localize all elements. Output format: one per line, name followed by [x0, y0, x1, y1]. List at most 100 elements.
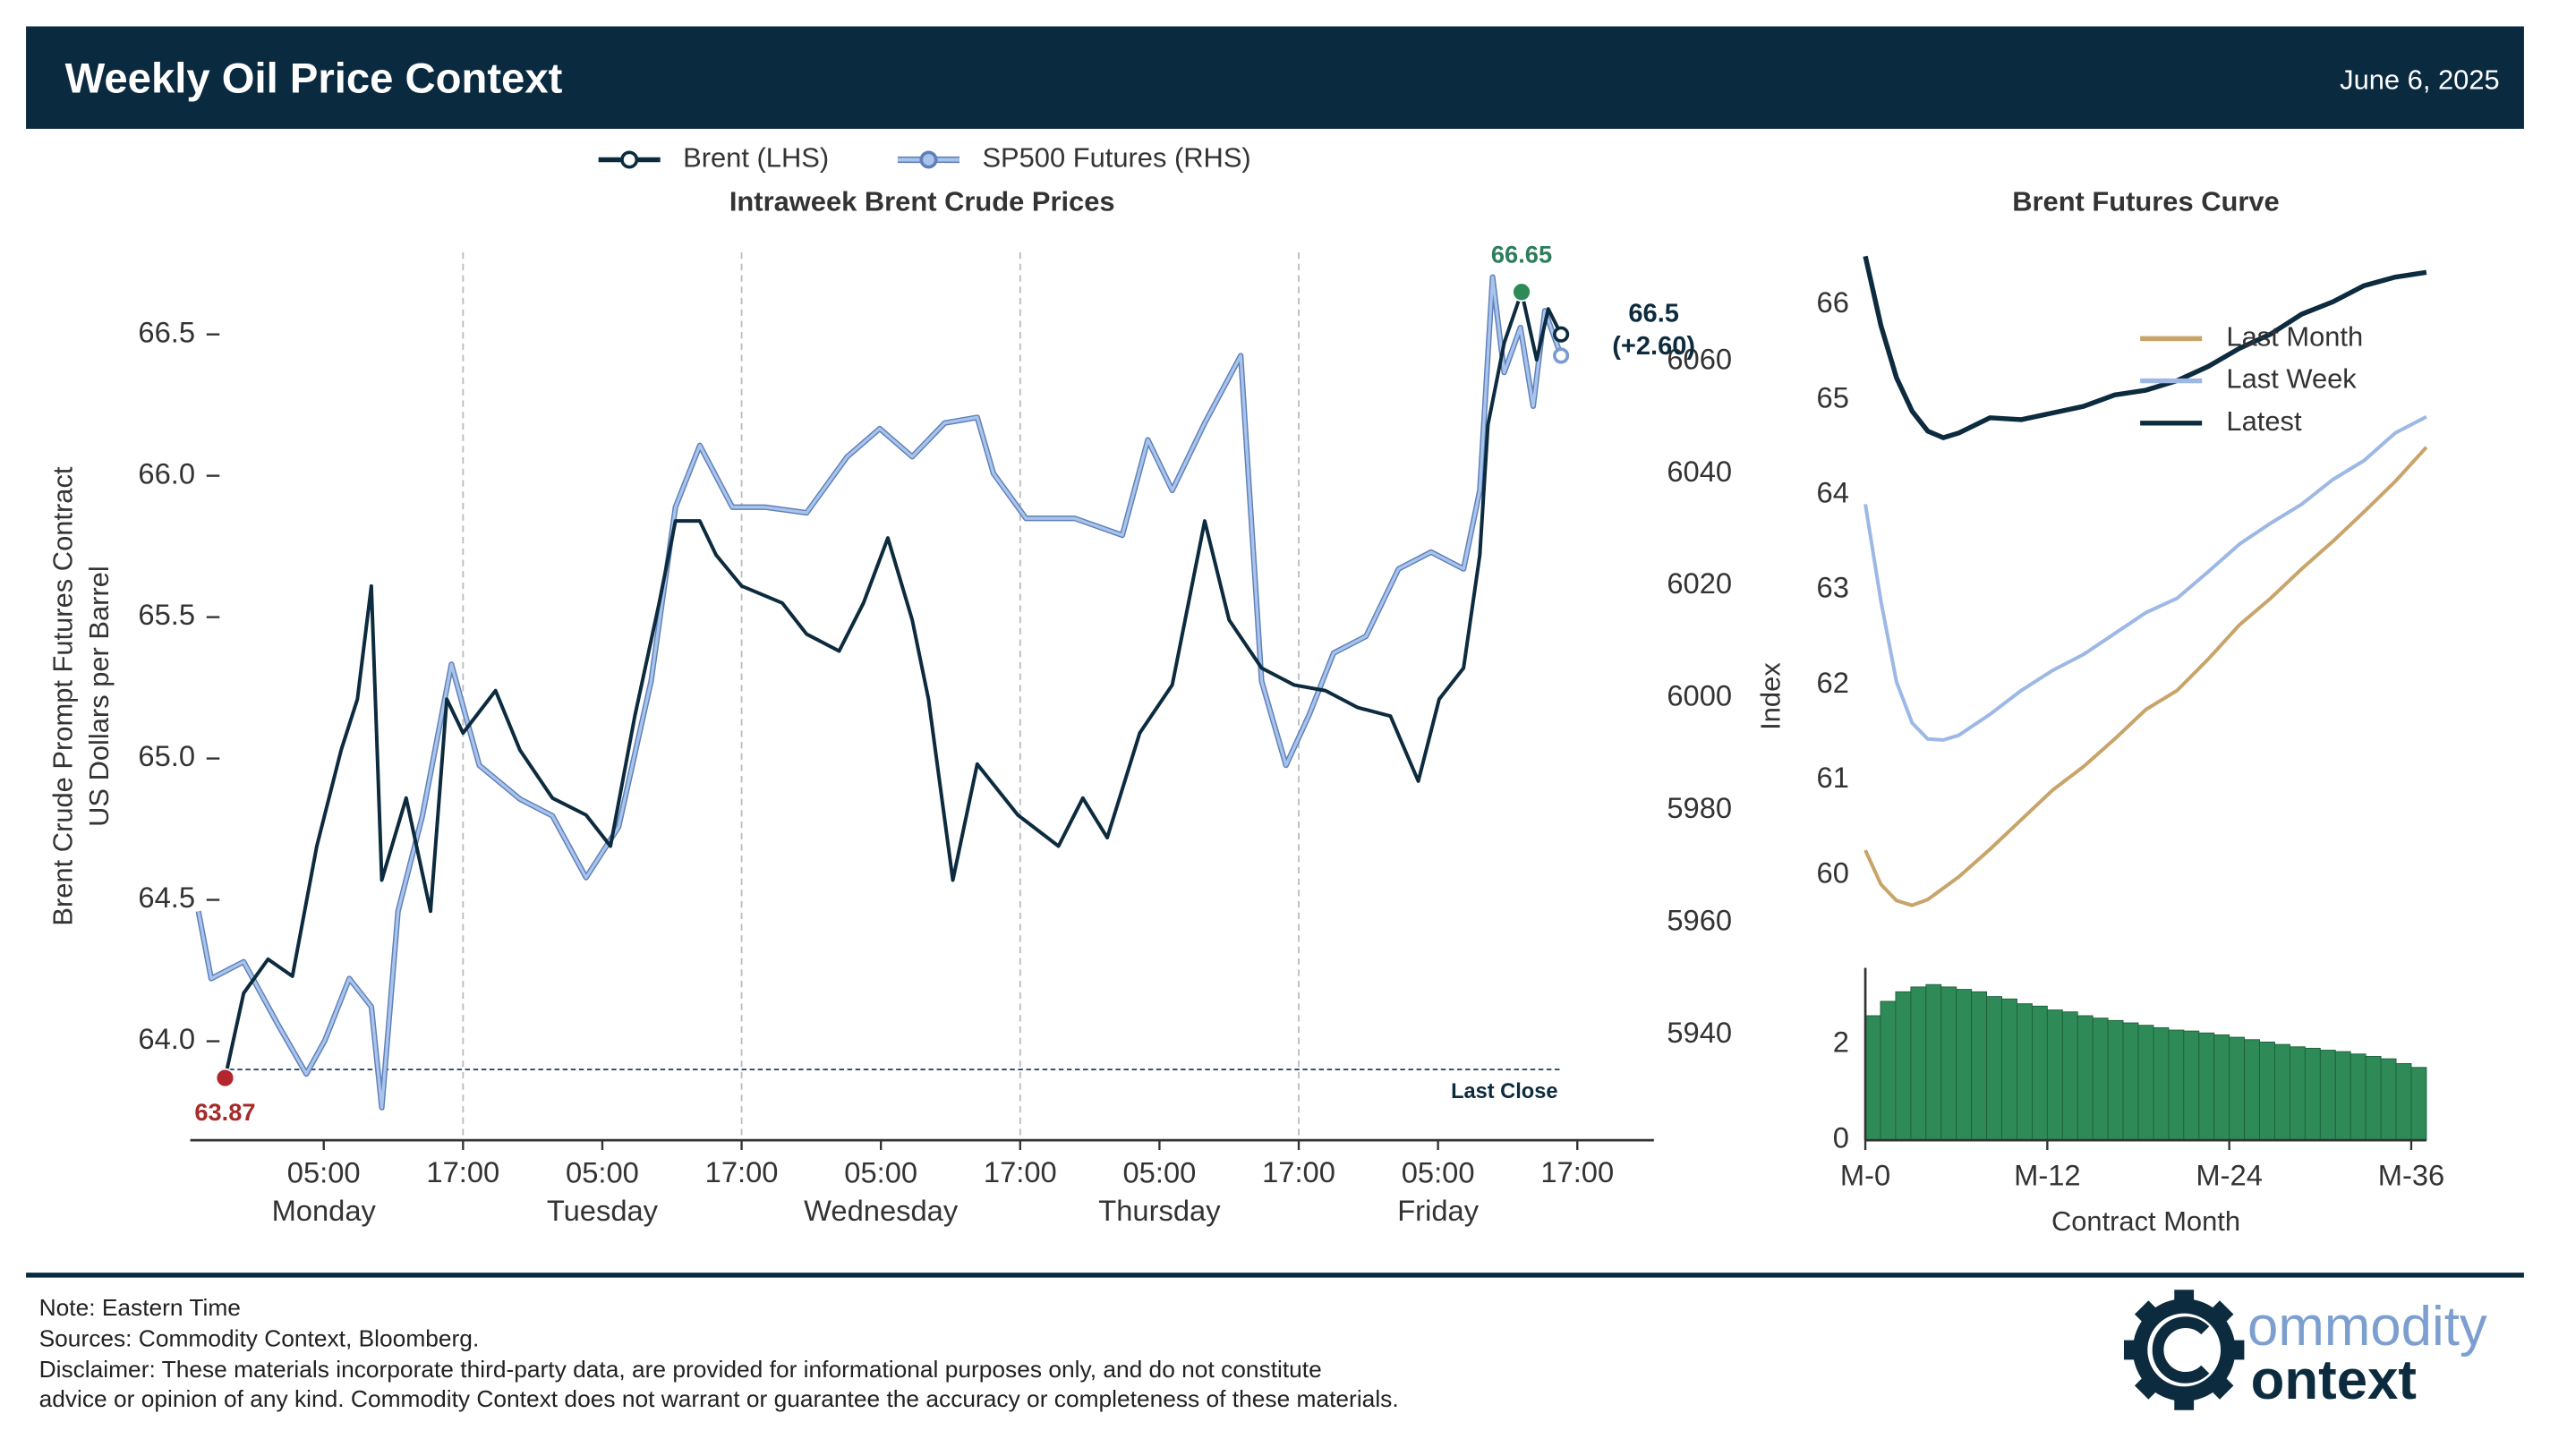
bar [2229, 1036, 2246, 1141]
x-tick-label: 05:00 Monday [272, 1155, 377, 1227]
y-tick-label: 64 [1817, 475, 1849, 508]
x-tick-label: M-36 [2378, 1159, 2444, 1192]
legend-label: Brent (LHS) [683, 142, 829, 174]
bar [2319, 1050, 2336, 1141]
y2-tick-label: 5960 [1667, 903, 1732, 936]
bar [2213, 1034, 2230, 1141]
bar [2017, 1003, 2033, 1141]
y-tick-label: 65.0 [138, 739, 195, 772]
y-tick-label: 61 [1817, 761, 1849, 794]
x-tick-label: 17:00 [1540, 1155, 1614, 1188]
bar [2107, 1019, 2124, 1141]
y-tick-label: 66.5 [138, 315, 195, 348]
chart-title: Brent Futures Curve [2012, 186, 2280, 217]
low-marker [215, 1068, 235, 1088]
bar [2183, 1030, 2200, 1141]
bar [1956, 989, 1973, 1141]
series-outline [195, 274, 1565, 1111]
bar [2259, 1041, 2275, 1141]
bar [2122, 1022, 2139, 1141]
page-title: Weekly Oil Price Context [65, 55, 563, 103]
y-tick-label: 60 [1817, 856, 1849, 889]
series-line [197, 276, 1563, 1110]
logo-bottom: ontext [2251, 1350, 2417, 1411]
bar [1940, 986, 1957, 1141]
footer-note: Note: Eastern Time [39, 1294, 241, 1321]
bar [1895, 991, 1912, 1141]
bar [1910, 986, 1927, 1141]
legend-label: Last Week [2226, 363, 2357, 395]
high-label: 66.65 [1491, 240, 1552, 268]
bar [2380, 1058, 2397, 1141]
x-tick-label: 17:00 [984, 1155, 1057, 1188]
end-marker [1553, 326, 1570, 343]
footer-disclaimer: advice or opinion of any kind. Commodity… [39, 1385, 1399, 1412]
bar [1986, 996, 2002, 1141]
x-tick-label: M-24 [2196, 1159, 2262, 1192]
y2-tick-label: 6020 [1667, 566, 1732, 600]
x-tick-label: M-0 [1840, 1159, 1890, 1192]
bar [2031, 1005, 2048, 1141]
chart-title: Intraweek Brent Crude Prices [729, 186, 1115, 217]
series-line [223, 290, 1563, 1079]
last-close-label: Last Close [1451, 1080, 1557, 1103]
bar [2137, 1025, 2154, 1141]
bar [2350, 1053, 2367, 1141]
page-date: June 6, 2025 [2340, 64, 2500, 95]
x-tick-label: 05:00 Tuesday [547, 1155, 659, 1227]
legend-marker [620, 150, 639, 169]
bar [1925, 983, 1942, 1141]
bar [1971, 991, 1988, 1141]
y-tick-label: 0 [1833, 1121, 1849, 1154]
series-line [1863, 255, 2427, 440]
bar [2001, 998, 2017, 1141]
bar [1864, 1015, 1881, 1141]
series-line [1863, 414, 2427, 742]
footer-disclaimer: Disclaimer: These materials incorporate … [39, 1356, 1322, 1383]
last-value-label: 66.5 [1628, 300, 1679, 328]
legend-label: SP500 Futures (RHS) [982, 142, 1250, 174]
y-axis-label: Brent Crude Prompt Futures Contract US Do… [47, 466, 115, 925]
y-tick-label: 66 [1817, 285, 1849, 319]
bar [2061, 1011, 2078, 1141]
end-marker [1553, 347, 1570, 364]
y2-axis-label: Index [1755, 662, 1787, 730]
bar [2168, 1029, 2185, 1141]
last-change-label: (+2.60) [1612, 332, 1695, 361]
bar [2334, 1051, 2351, 1141]
y2-tick-label: 6040 [1667, 455, 1732, 488]
y-tick-label: 64.0 [138, 1022, 195, 1055]
bar [2198, 1032, 2215, 1141]
y-tick-label: 64.5 [138, 881, 195, 914]
bar [2092, 1017, 2109, 1141]
bar [2289, 1046, 2306, 1141]
y2-tick-label: 6060 [1667, 342, 1732, 375]
legend-marker [919, 150, 938, 169]
bar [2395, 1063, 2412, 1141]
bar [2410, 1067, 2427, 1141]
bar [2046, 1009, 2063, 1141]
logo: ommodity ontext [2123, 1290, 2487, 1411]
x-tick-label: 05:00 Friday [1397, 1155, 1479, 1227]
bar [2153, 1026, 2170, 1141]
y2-tick-label: 6000 [1667, 679, 1732, 712]
y-tick-label: 66.0 [138, 456, 195, 490]
bar [2274, 1043, 2290, 1141]
legend-label: Last Month [2226, 320, 2363, 352]
x-tick-label: 17:00 [705, 1155, 779, 1188]
logo-top: ommodity [2247, 1296, 2487, 1358]
header-bar [26, 26, 2524, 129]
y-tick-label: 2 [1833, 1026, 1849, 1059]
x-axis-label: Contract Month [2051, 1205, 2240, 1237]
x-tick-label: 17:00 [426, 1155, 499, 1188]
bar [1880, 1000, 1897, 1141]
y2-tick-label: 5940 [1667, 1016, 1732, 1049]
bar [2077, 1015, 2094, 1141]
y2-tick-label: 5980 [1667, 791, 1732, 824]
y-tick-label: 65.5 [138, 598, 195, 631]
x-tick-label: 05:00 Thursday [1098, 1155, 1221, 1227]
bar [2244, 1039, 2261, 1141]
bar [2304, 1047, 2321, 1141]
bar [2365, 1056, 2382, 1141]
